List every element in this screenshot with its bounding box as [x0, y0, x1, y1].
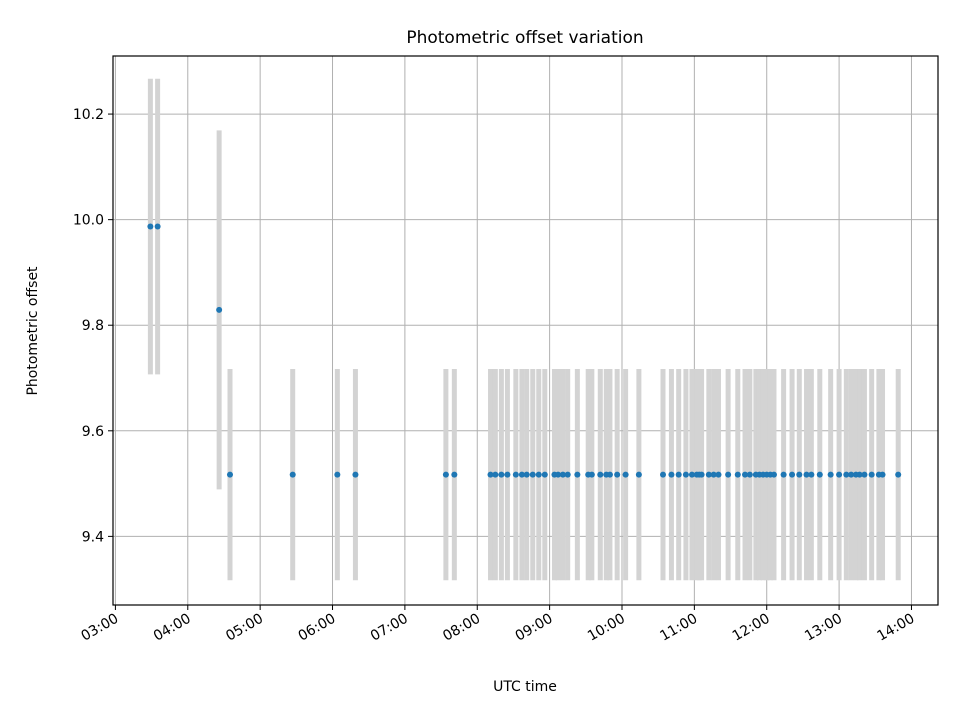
data-point: [803, 471, 810, 478]
plot-frame: [112, 55, 939, 606]
data-point: [668, 471, 675, 478]
data-point: [555, 471, 562, 478]
data-point: [154, 223, 161, 230]
data-point: [334, 471, 341, 478]
y-tick-label: 9.6: [82, 424, 104, 440]
data-point: [147, 223, 154, 230]
data-point: [682, 471, 689, 478]
y-tick-label: 10.0: [73, 213, 104, 229]
data-point: [564, 471, 571, 478]
data-point: [574, 471, 581, 478]
error-bars: [147, 78, 901, 581]
data-point: [559, 471, 566, 478]
y-tick-label: 9.4: [82, 529, 104, 545]
data-point: [836, 471, 843, 478]
data-point: [498, 471, 505, 478]
x-tick-label: 14:00: [875, 611, 918, 645]
x-tick-label: 05:00: [223, 611, 266, 645]
data-point: [734, 471, 741, 478]
data-point: [848, 471, 855, 478]
x-tick-label: 04:00: [151, 611, 194, 645]
data-point: [856, 471, 863, 478]
data-point: [770, 471, 777, 478]
data-point: [675, 471, 682, 478]
data-point: [352, 471, 359, 478]
data-point: [895, 471, 902, 478]
data-point: [710, 471, 717, 478]
data-point: [827, 471, 834, 478]
data-point: [451, 471, 458, 478]
chart-title: Photometric offset variation: [406, 28, 643, 48]
x-axis-label: UTC time: [493, 679, 557, 695]
data-point: [660, 471, 666, 478]
data-point: [614, 471, 621, 478]
data-point: [816, 471, 823, 478]
data-point: [529, 471, 536, 478]
data-point: [746, 471, 753, 478]
data-point: [698, 471, 705, 478]
data-point: [492, 471, 499, 478]
x-tick-label: 03:00: [78, 611, 121, 645]
data-point: [442, 471, 449, 478]
data-point: [879, 471, 886, 478]
x-tick-label: 08:00: [440, 611, 483, 645]
x-tick-label: 12:00: [730, 611, 773, 645]
x-tick-label: 09:00: [513, 611, 556, 645]
data-point: [487, 471, 494, 478]
data-point: [808, 471, 815, 478]
data-point: [216, 306, 223, 313]
data-point: [541, 471, 548, 478]
data-point: [789, 471, 796, 478]
data-point: [588, 471, 595, 478]
y-axis: 9.4 9.6 9.8 10.0 10.2: [73, 107, 113, 545]
data-point: [635, 471, 642, 478]
y-tick-label: 9.8: [82, 318, 104, 334]
data-point: [226, 471, 233, 478]
data-point: [535, 471, 542, 478]
x-tick-label: 10:00: [585, 611, 628, 645]
data-point: [622, 471, 629, 478]
data-point: [780, 471, 787, 478]
data-point: [523, 471, 530, 478]
data-point: [715, 471, 722, 478]
data-point: [742, 471, 749, 478]
data-point: [861, 471, 868, 478]
data-point: [504, 471, 511, 478]
x-axis: 03:00 04:00 05:00 06:00 07:00 08:00 09:00 10:00…: [78, 605, 917, 645]
data-points: [147, 223, 902, 478]
data-point: [606, 471, 613, 478]
x-tick-label: 06:00: [296, 611, 339, 645]
data-point: [597, 471, 604, 478]
x-tick-label: 07:00: [368, 611, 411, 645]
x-tick-label: 13:00: [802, 611, 845, 645]
y-axis-label: Photometric offset: [25, 266, 41, 396]
y-tick-label: 10.2: [73, 107, 104, 123]
x-tick-label: 11:00: [657, 611, 700, 645]
data-point: [725, 471, 732, 478]
data-point: [796, 471, 803, 478]
data-point: [289, 471, 296, 478]
data-point: [512, 471, 519, 478]
data-point: [688, 471, 695, 478]
data-point: [705, 471, 712, 478]
data-point: [868, 471, 875, 478]
data-point: [843, 471, 850, 478]
data-point: [518, 471, 525, 478]
